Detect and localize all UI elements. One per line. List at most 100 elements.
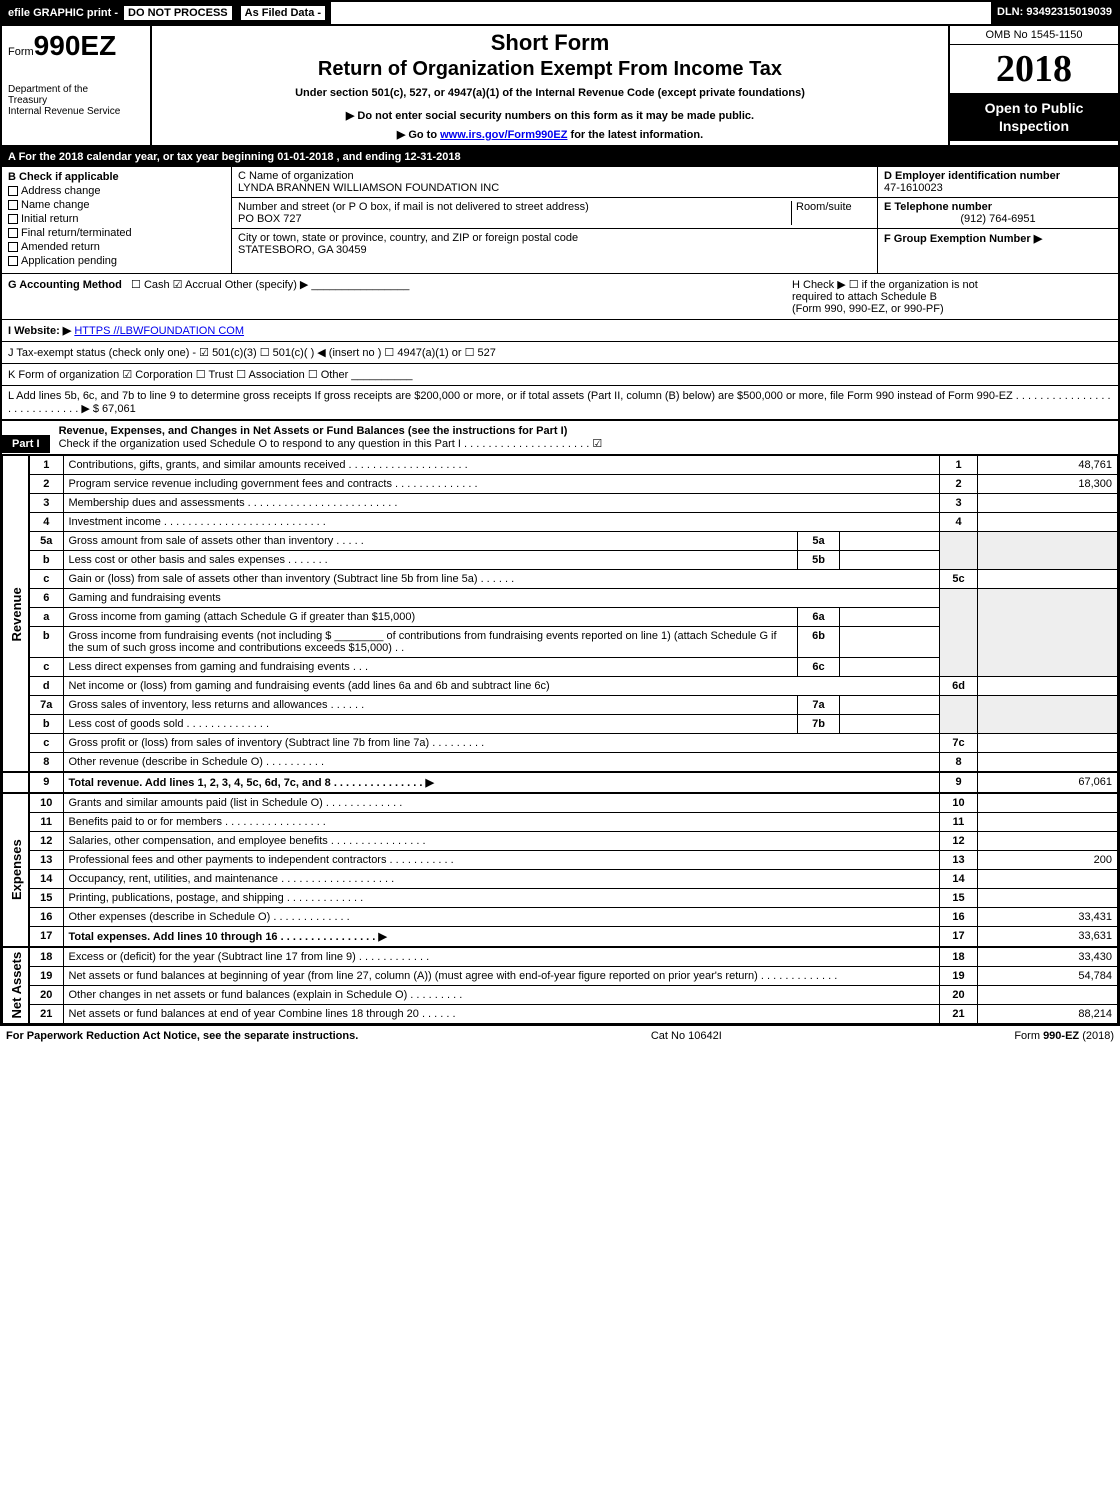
section-expenses: Expenses	[3, 793, 30, 947]
ln11-box: 11	[940, 813, 978, 832]
ln21-box: 21	[940, 1005, 978, 1024]
part-i-label: Part I	[2, 435, 50, 453]
ln12-box: 12	[940, 832, 978, 851]
ln13-num: 13	[29, 851, 63, 870]
h-l3: (Form 990, 990-EZ, or 990-PF)	[792, 303, 1112, 315]
ln5c-box: 5c	[940, 570, 978, 589]
ln17-amt: 33,631	[978, 927, 1118, 948]
ln3-box: 3	[940, 494, 978, 513]
top-bar: efile GRAPHIC print - DO NOT PROCESS As …	[2, 2, 1118, 26]
ln4-amt	[978, 513, 1118, 532]
ln1-desc: Contributions, gifts, grants, and simila…	[63, 456, 940, 475]
f-label: F Group Exemption Number ▶	[884, 233, 1042, 245]
ln5b-num: b	[29, 551, 63, 570]
irs-link[interactable]: www.irs.gov/Form990EZ	[440, 129, 567, 141]
ln1-box: 1	[940, 456, 978, 475]
ln7b-iamt	[840, 715, 940, 734]
ln19-desc: Net assets or fund balances at beginning…	[63, 967, 940, 986]
ln12-desc: Salaries, other compensation, and employ…	[63, 832, 940, 851]
i-label: I Website: ▶	[8, 325, 71, 337]
form-number: Form990EZ	[8, 30, 144, 62]
ln18-desc: Excess or (deficit) for the year (Subtra…	[63, 947, 940, 967]
ln5ab-box-shade	[940, 532, 978, 570]
page-footer: For Paperwork Reduction Act Notice, see …	[0, 1026, 1120, 1046]
ln8-box: 8	[940, 753, 978, 773]
ln6c-num: c	[29, 658, 63, 677]
footer-left: For Paperwork Reduction Act Notice, see …	[6, 1030, 358, 1042]
dept-treasury: Department of the Treasury Internal Reve…	[8, 84, 144, 117]
ln17-num: 17	[29, 927, 63, 948]
ln9-num: 9	[29, 772, 63, 793]
row-a-calendar-year: A For the 2018 calendar year, or tax yea…	[2, 147, 1118, 167]
chk-application-pending[interactable]: Application pending	[8, 255, 225, 267]
e-label: E Telephone number	[884, 201, 1112, 213]
ln20-amt	[978, 986, 1118, 1005]
ln16-desc: Other expenses (describe in Schedule O) …	[63, 908, 940, 927]
ln6d-amt	[978, 677, 1118, 696]
ln4-num: 4	[29, 513, 63, 532]
rev-spacer	[3, 772, 30, 793]
ln6c-ibox: 6c	[798, 658, 840, 677]
website-link[interactable]: HTTPS //LBWFOUNDATION COM	[74, 325, 244, 337]
ln6b-desc: Gross income from fundraising events (no…	[63, 627, 798, 658]
ln19-amt: 54,784	[978, 967, 1118, 986]
h-l1: H Check ▶ ☐ if the organization is not	[792, 278, 1112, 291]
ln6abc-amt-shade	[978, 589, 1118, 677]
ln4-desc: Investment income . . . . . . . . . . . …	[63, 513, 940, 532]
g-accounting: G Accounting Method ☐ Cash ☑ Accrual Oth…	[8, 278, 792, 315]
ln6b-num: b	[29, 627, 63, 658]
c-name: LYNDA BRANNEN WILLIAMSON FOUNDATION INC	[238, 182, 871, 194]
ln5a-ibox: 5a	[798, 532, 840, 551]
ln7c-desc: Gross profit or (loss) from sales of inv…	[63, 734, 940, 753]
ln15-num: 15	[29, 889, 63, 908]
g-opts: ☐ Cash ☑ Accrual Other (specify) ▶ _____…	[131, 279, 409, 291]
l-text: L Add lines 5b, 6c, and 7b to line 9 to …	[8, 390, 1111, 415]
ln12-num: 12	[29, 832, 63, 851]
ln5c-desc: Gain or (loss) from sale of assets other…	[63, 570, 940, 589]
ln6b-ibox: 6b	[798, 627, 840, 658]
ln6a-num: a	[29, 608, 63, 627]
ln13-box: 13	[940, 851, 978, 870]
ln10-desc: Grants and similar amounts paid (list in…	[63, 793, 940, 813]
header-right: OMB No 1545-1150 2018 Open to Public Ins…	[948, 26, 1118, 145]
c-city: STATESBORO, GA 30459	[238, 244, 871, 256]
under-section: Under section 501(c), 527, or 4947(a)(1)…	[160, 87, 940, 99]
ln6abc-box-shade	[940, 589, 978, 677]
ln5a-num: 5a	[29, 532, 63, 551]
dept-line-1: Department of the	[8, 84, 144, 95]
ln17-box: 17	[940, 927, 978, 948]
ln6c-iamt	[840, 658, 940, 677]
ln6b-iamt	[840, 627, 940, 658]
chk-address-change[interactable]: Address change	[8, 185, 225, 197]
chk-name-change[interactable]: Name change	[8, 199, 225, 211]
ln2-num: 2	[29, 475, 63, 494]
ln16-amt: 33,431	[978, 908, 1118, 927]
col-d-e-f: D Employer identification number 47-1610…	[878, 167, 1118, 273]
chk-final-return[interactable]: Final return/terminated	[8, 227, 225, 239]
ln7a-desc: Gross sales of inventory, less returns a…	[63, 696, 798, 715]
chk-amended-return[interactable]: Amended return	[8, 241, 225, 253]
row-g-h: G Accounting Method ☐ Cash ☑ Accrual Oth…	[2, 274, 1118, 320]
ln19-box: 19	[940, 967, 978, 986]
l-amount: 67,061	[102, 403, 136, 415]
c-name-label: C Name of organization	[238, 170, 871, 182]
dln: DLN: 93492315019039	[991, 2, 1118, 24]
ln7a-ibox: 7a	[798, 696, 840, 715]
section-revenue: Revenue	[3, 456, 30, 773]
d-value: 47-1610023	[884, 182, 1112, 194]
ln6a-iamt	[840, 608, 940, 627]
efile-text: efile GRAPHIC print -	[8, 7, 118, 19]
part-i-header: Part I Revenue, Expenses, and Changes in…	[2, 420, 1118, 455]
ln9-amt: 67,061	[978, 772, 1118, 793]
footer-right: Form 990-EZ (2018)	[1014, 1030, 1114, 1042]
ln4-box: 4	[940, 513, 978, 532]
footer-mid: Cat No 10642I	[651, 1030, 722, 1042]
goto-pre: ▶ Go to	[397, 129, 440, 141]
ln7a-num: 7a	[29, 696, 63, 715]
d-ein-block: D Employer identification number 47-1610…	[878, 167, 1118, 198]
ln5a-desc: Gross amount from sale of assets other t…	[63, 532, 798, 551]
ln5b-ibox: 5b	[798, 551, 840, 570]
chk-initial-return[interactable]: Initial return	[8, 213, 225, 225]
ln3-desc: Membership dues and assessments . . . . …	[63, 494, 940, 513]
ln5c-num: c	[29, 570, 63, 589]
